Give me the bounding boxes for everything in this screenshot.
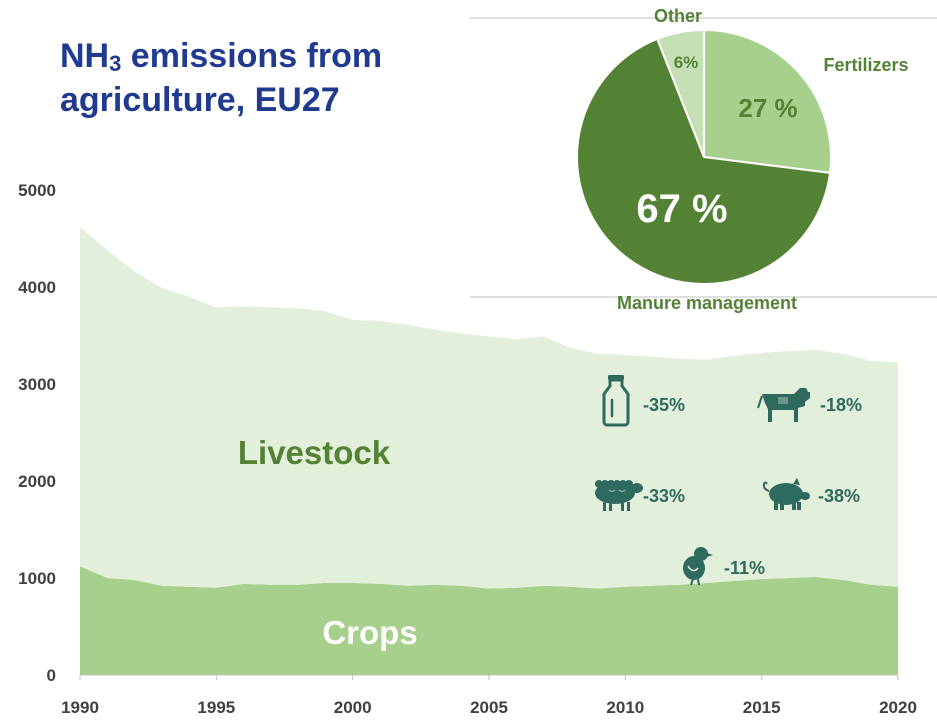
chick-beak <box>707 553 713 557</box>
title-line-2: agriculture, EU27 <box>60 81 340 119</box>
y-tick-label: 0 <box>47 666 56 685</box>
chick-head <box>694 547 708 561</box>
sheep-icon <box>595 480 643 511</box>
pig-leg <box>797 502 801 510</box>
pig-ear <box>793 478 800 485</box>
livestock-change-label: -38% <box>818 486 860 506</box>
title-subscript: 3 <box>109 51 122 76</box>
area-series-crops <box>80 566 898 675</box>
x-tick-label: 2020 <box>879 698 917 717</box>
chick-icon <box>683 547 713 586</box>
title-nh: NH <box>60 37 110 75</box>
pie-value-label: 27 % <box>738 93 797 123</box>
x-tick-label: 2010 <box>606 698 644 717</box>
x-tick-label: 2000 <box>334 698 372 717</box>
y-tick-label: 3000 <box>18 375 56 394</box>
sheep-leg <box>627 502 630 511</box>
bottle-cap <box>608 375 624 380</box>
sheep-leg <box>603 502 606 511</box>
milk-bottle-icon <box>602 375 630 427</box>
livestock-change-label: -33% <box>643 486 685 506</box>
chick-body <box>683 556 705 580</box>
pig-body <box>769 483 803 505</box>
sheep-head <box>631 483 643 493</box>
pie-category-label: Fertilizers <box>823 55 908 75</box>
y-tick-label: 4000 <box>18 278 56 297</box>
chick-wing <box>687 565 699 572</box>
pig-snout <box>800 492 810 500</box>
sheep-leg <box>609 502 612 511</box>
y-tick-label: 1000 <box>18 569 56 588</box>
y-tick-label: 5000 <box>18 181 56 200</box>
pie-slice-other <box>655 28 705 158</box>
cow-icon <box>757 388 810 422</box>
pig-leg <box>792 502 796 510</box>
livestock-change-label: -18% <box>820 395 862 415</box>
series-label-livestock: Livestock <box>238 434 391 471</box>
pie-value-label: 6% <box>674 53 699 72</box>
x-tick-label: 1990 <box>61 698 99 717</box>
sheep-wool <box>601 480 609 488</box>
sheep-curl <box>608 489 626 493</box>
area-series-livestock <box>80 226 898 589</box>
pig-leg <box>780 502 784 510</box>
pie-slice-manure-management <box>576 37 832 285</box>
pie-category-label: Other <box>654 6 702 26</box>
sheep-leg <box>621 502 624 511</box>
sheep-wool <box>607 480 615 488</box>
pig-leg <box>774 502 778 510</box>
title-line-1: NH3 emissions from <box>60 34 382 78</box>
chart-title: NH3 emissions from agriculture, EU27 <box>60 34 382 122</box>
cow-body <box>762 388 810 422</box>
y-tick-label: 2000 <box>18 472 56 491</box>
pie-slice-fertilizers <box>703 28 832 175</box>
sheep-wool <box>613 480 621 488</box>
cow-spot <box>778 397 788 404</box>
pie-value-label: 67 % <box>636 187 727 231</box>
title-suffix: emissions from <box>121 37 383 75</box>
livestock-change-label: -11% <box>724 558 765 578</box>
livestock-change-label: -35% <box>643 395 685 415</box>
x-tick-label: 1995 <box>197 698 235 717</box>
pig-tail <box>762 481 770 492</box>
sheep-wool <box>619 480 627 488</box>
x-tick-label: 2015 <box>743 698 781 717</box>
sheep-wool <box>595 480 603 488</box>
bottle-outline <box>602 378 630 427</box>
sheep-wool <box>625 480 633 488</box>
chick-leg <box>697 578 700 586</box>
x-tick-label: 2005 <box>470 698 508 717</box>
cow-tail <box>757 395 763 409</box>
pig-icon <box>762 478 810 510</box>
series-label-crops: Crops <box>322 614 417 651</box>
chick-leg <box>690 578 694 586</box>
pie-category-label: Manure management <box>617 293 797 313</box>
